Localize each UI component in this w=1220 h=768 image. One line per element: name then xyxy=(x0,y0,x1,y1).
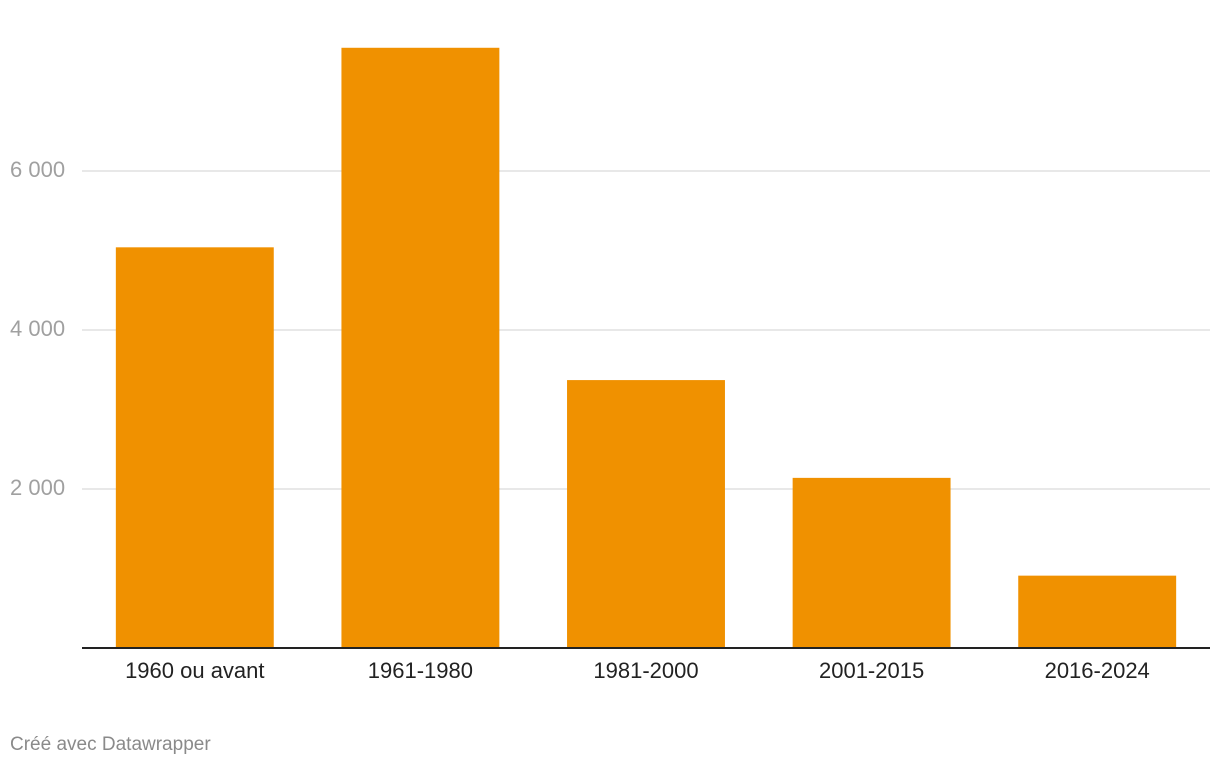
bar xyxy=(115,247,274,648)
y-tick-label: 6 000 xyxy=(10,157,65,182)
x-tick-label: 1960 ou avant xyxy=(125,658,264,683)
x-tick-label: 2001-2015 xyxy=(819,658,924,683)
bar xyxy=(792,477,951,648)
y-tick-label: 4 000 xyxy=(10,316,65,341)
bar xyxy=(341,47,500,648)
x-tick-label: 1981-2000 xyxy=(593,658,698,683)
bar xyxy=(567,380,725,648)
bar xyxy=(1018,575,1177,648)
x-tick-label: 1961-1980 xyxy=(368,658,473,683)
y-tick-label: 2 000 xyxy=(10,475,65,500)
credit: Créé avec Datawrapper xyxy=(10,734,211,755)
x-tick-label: 2016-2024 xyxy=(1045,658,1150,683)
